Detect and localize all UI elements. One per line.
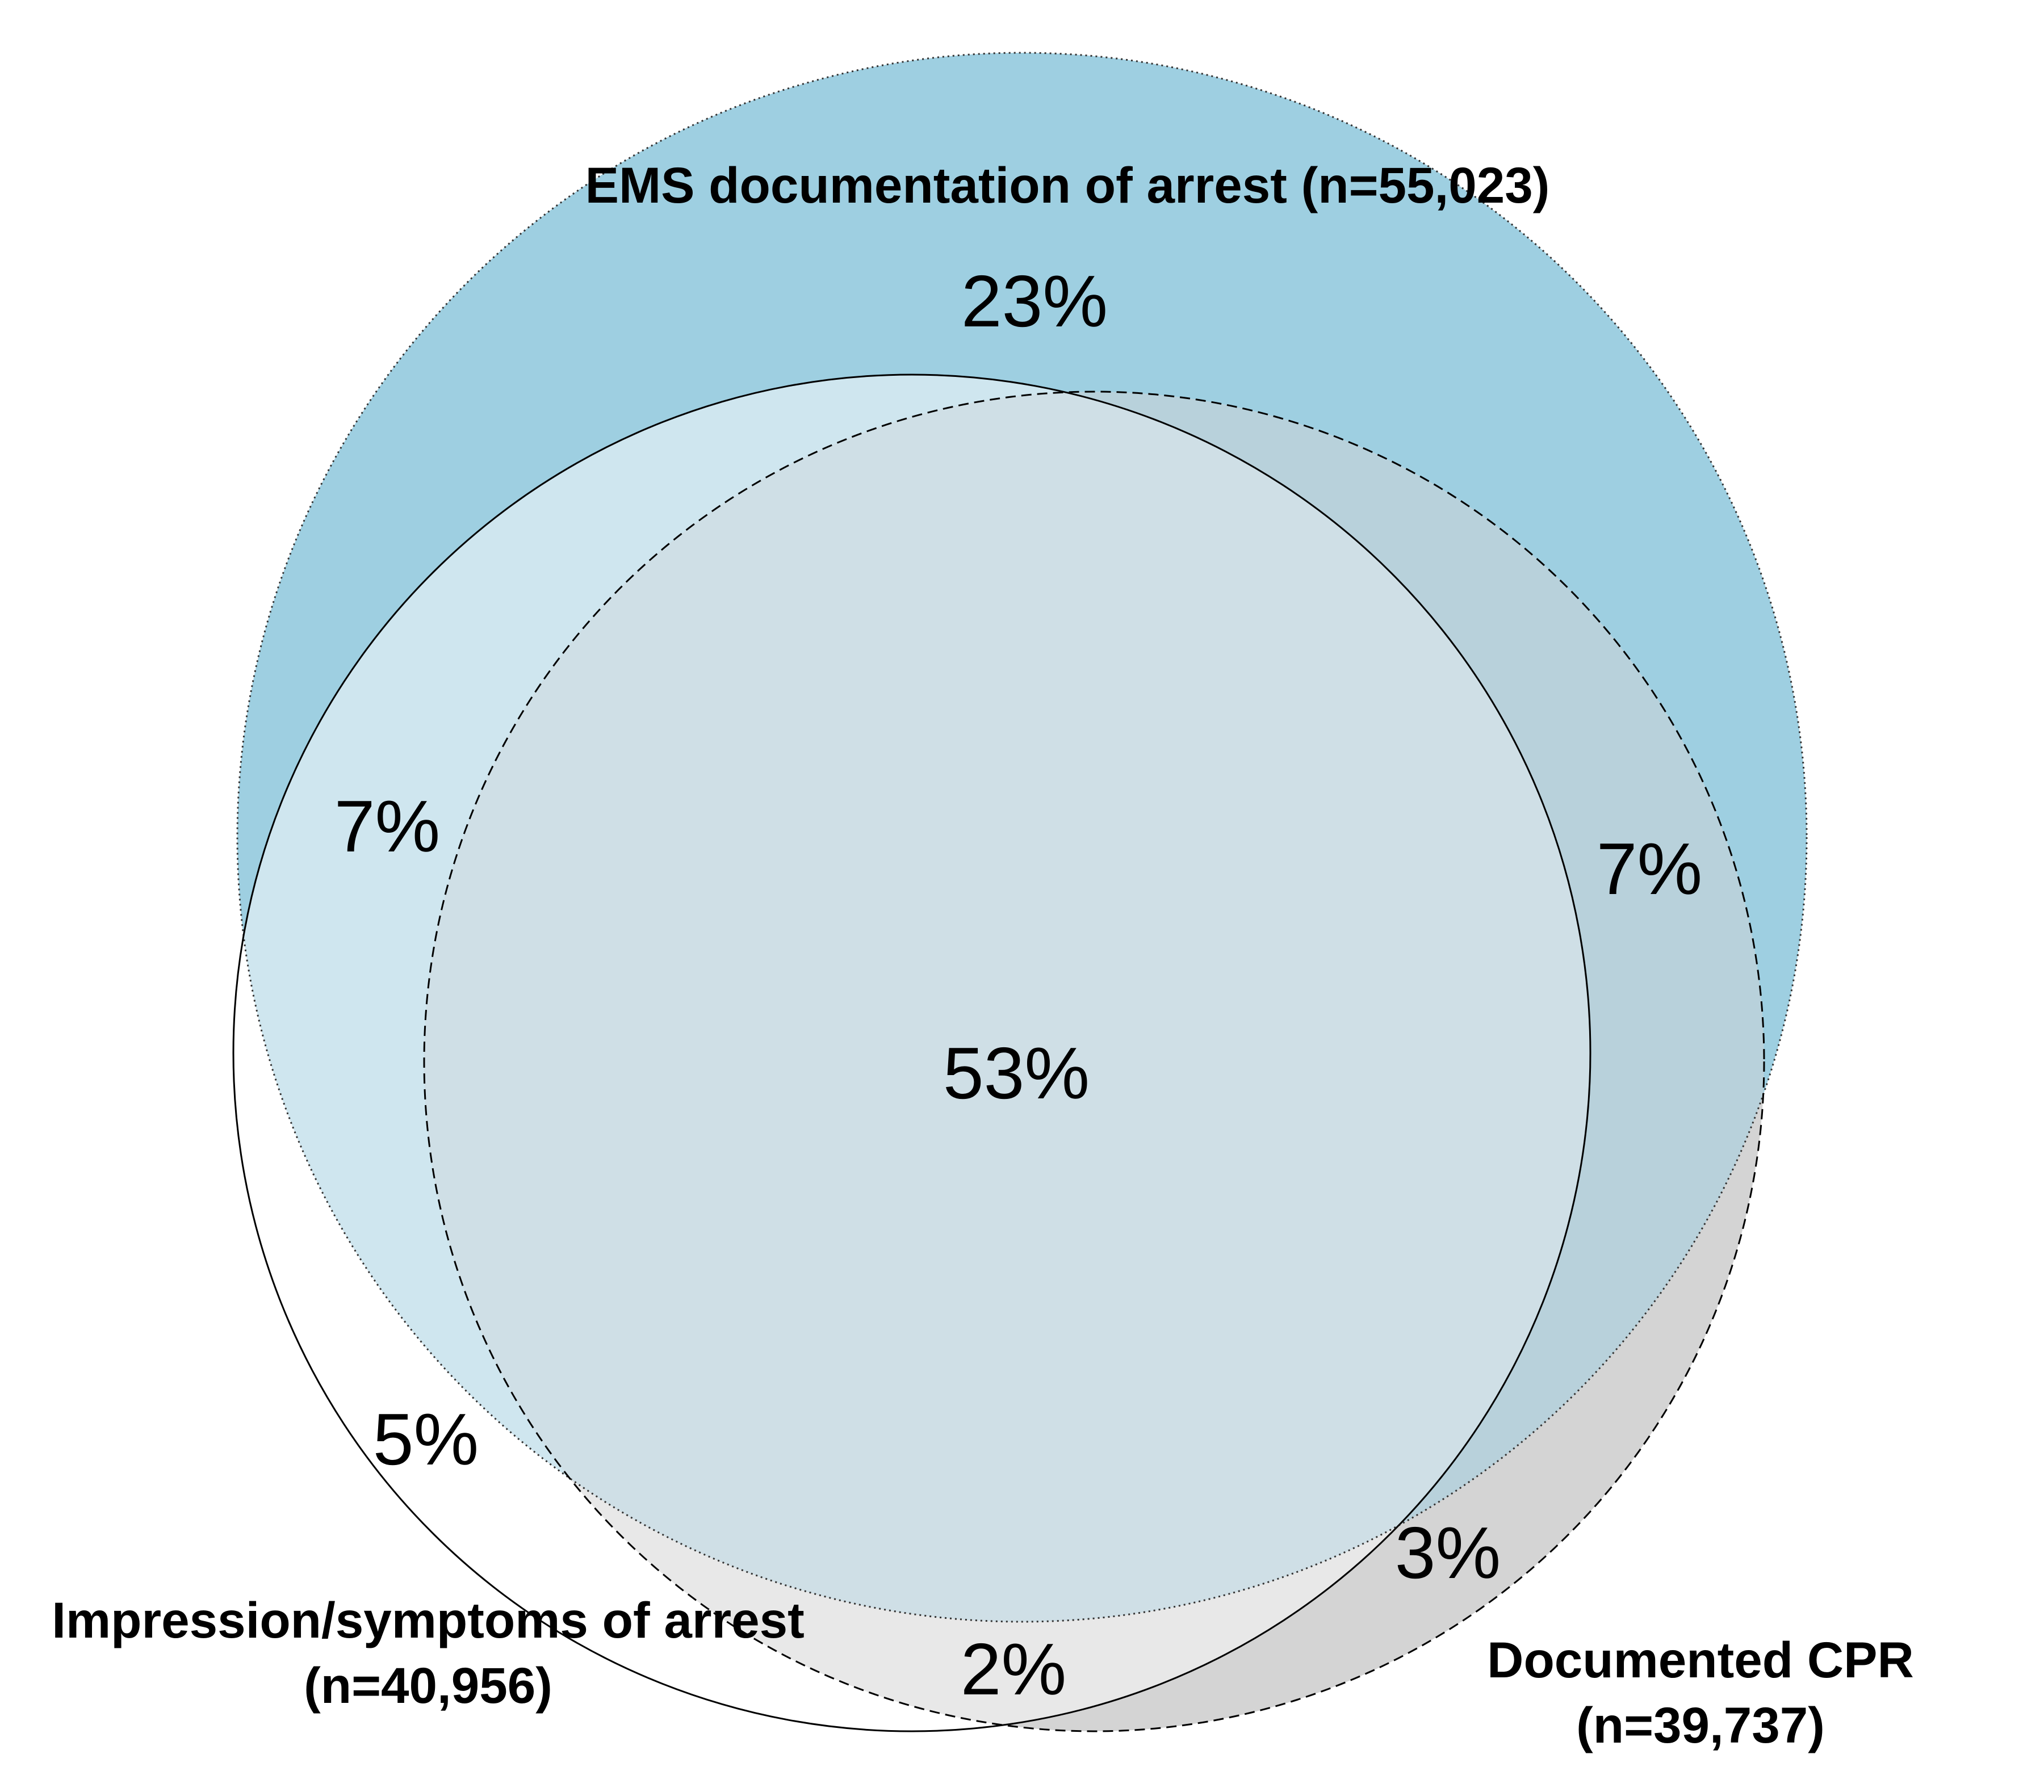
pct-all-three: 53% bbox=[943, 1033, 1090, 1114]
pct-ems-only: 23% bbox=[961, 261, 1108, 342]
ems-set-label: EMS documentation of arrest (n=55,023) bbox=[585, 157, 1550, 213]
pct-cpr-only: 3% bbox=[1395, 1512, 1501, 1594]
pct-impression-only: 5% bbox=[373, 1399, 479, 1480]
pct-ems-cpr: 7% bbox=[1597, 828, 1702, 910]
region-all-three bbox=[424, 392, 1590, 1622]
impression-set-label-line1: Impression/symptoms of arrest bbox=[52, 1592, 805, 1648]
impression-set-label-line2: (n=40,956) bbox=[304, 1657, 552, 1714]
pct-impression-cpr: 2% bbox=[961, 1629, 1066, 1710]
cpr-set-label-line2: (n=39,737) bbox=[1576, 1697, 1825, 1753]
cpr-circle-outline bbox=[423, 391, 1765, 1732]
impression-circle-outline bbox=[232, 373, 1591, 1732]
cpr-set-label-line1: Documented CPR bbox=[1487, 1631, 1914, 1688]
ems-circle-outline bbox=[236, 52, 1808, 1623]
pct-ems-impression: 7% bbox=[334, 786, 440, 867]
